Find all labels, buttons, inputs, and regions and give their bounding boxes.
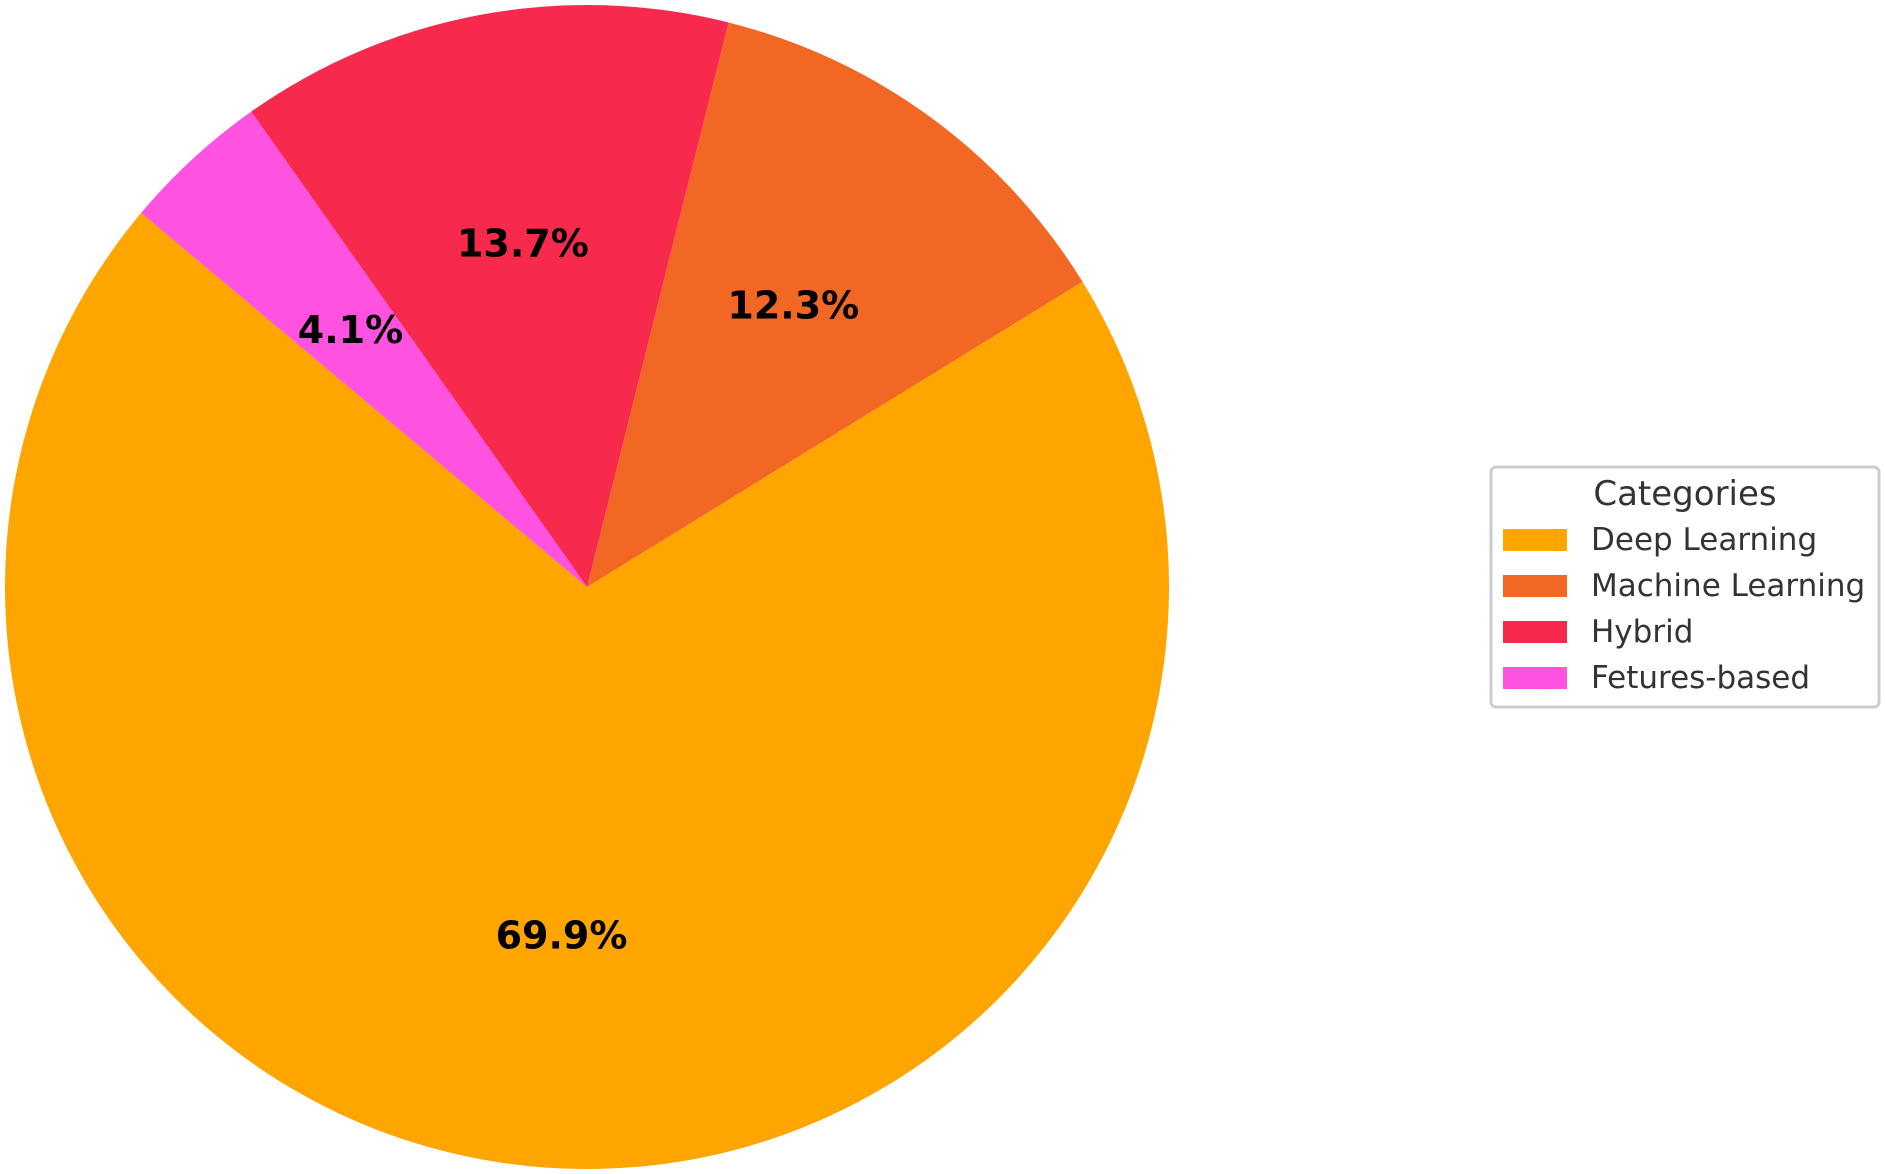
legend-label-deep-learning: Deep Learning xyxy=(1591,522,1817,558)
pie-label-deep-learning: 69.9% xyxy=(496,913,628,957)
pie-label-fetures-based: 4.1% xyxy=(298,308,403,352)
legend-label-machine-learning: Machine Learning xyxy=(1591,568,1865,604)
legend-items: Deep Learning Machine Learning Hybrid Fetur… xyxy=(1503,522,1865,696)
pie-slice-hybrid xyxy=(251,5,729,587)
legend: Categories Deep Learning Machine Learning… xyxy=(1489,465,1881,709)
legend-swatch-machine-learning xyxy=(1503,575,1567,597)
legend-swatch-fetures-based xyxy=(1503,667,1567,689)
legend-label-fetures-based: Fetures-based xyxy=(1591,660,1810,696)
legend-swatch-deep-learning xyxy=(1503,529,1567,551)
legend-swatch-hybrid xyxy=(1503,621,1567,643)
pie-value-labels: 69.9% 12.3% 13.7% 4.1% xyxy=(298,222,859,958)
pie-slice-fetures-based xyxy=(141,111,587,587)
legend-frame xyxy=(1489,465,1881,709)
pie-slice-deep-learning xyxy=(5,212,1170,1169)
pie-label-machine-learning: 12.3% xyxy=(727,283,859,327)
pie-slice-machine-learning xyxy=(587,22,1083,588)
pie-label-hybrid: 13.7% xyxy=(457,222,589,266)
pie-slices xyxy=(5,5,1170,1169)
legend-title: Categories xyxy=(1593,474,1776,514)
legend-label-hybrid: Hybrid xyxy=(1591,614,1693,650)
